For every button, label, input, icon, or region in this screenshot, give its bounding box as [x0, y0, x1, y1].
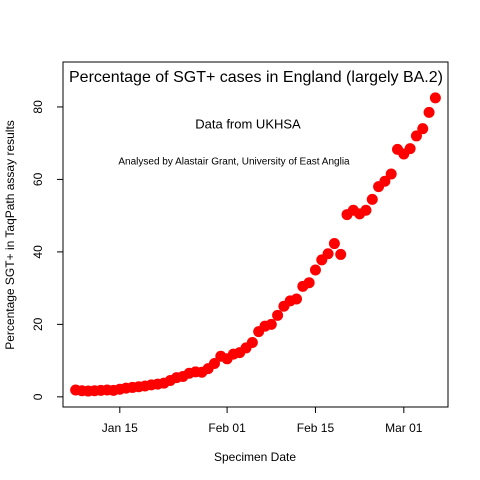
point — [385, 168, 397, 180]
plot-frame — [62, 61, 449, 408]
point — [208, 358, 220, 370]
annotation: Analysed by Alastair Grant, University o… — [118, 157, 350, 168]
x-tick-label: Feb 01 — [208, 421, 246, 435]
point — [360, 204, 372, 216]
point — [423, 106, 435, 118]
point — [335, 248, 347, 260]
point — [309, 264, 321, 276]
y-tick-label: 20 — [31, 317, 45, 331]
point — [404, 143, 416, 155]
point — [291, 293, 303, 305]
y-tick-label: 80 — [31, 100, 45, 114]
point — [303, 277, 315, 289]
subtitle: Data from UKHSA — [195, 116, 301, 131]
point — [246, 336, 258, 348]
point — [366, 193, 378, 205]
y-tick-label: 60 — [31, 172, 45, 186]
chart-title: Percentage of SGT+ cases in England (lar… — [69, 69, 443, 86]
point — [379, 175, 391, 187]
point — [322, 248, 334, 260]
point — [265, 318, 277, 330]
y-tick-label: 0 — [31, 393, 45, 400]
point — [272, 309, 284, 321]
point — [429, 92, 441, 104]
point — [328, 238, 340, 250]
point — [417, 123, 429, 135]
x-axis-label: Specimen Date — [214, 450, 296, 464]
x-tick-label: Jan 15 — [102, 421, 138, 435]
x-tick-label: Mar 01 — [385, 421, 423, 435]
point — [410, 130, 422, 142]
x-tick-label: Feb 15 — [297, 421, 335, 435]
y-tick-label: 40 — [31, 245, 45, 259]
y-axis-label: Percentage SGT+ in TaqPath assay results — [3, 120, 17, 350]
